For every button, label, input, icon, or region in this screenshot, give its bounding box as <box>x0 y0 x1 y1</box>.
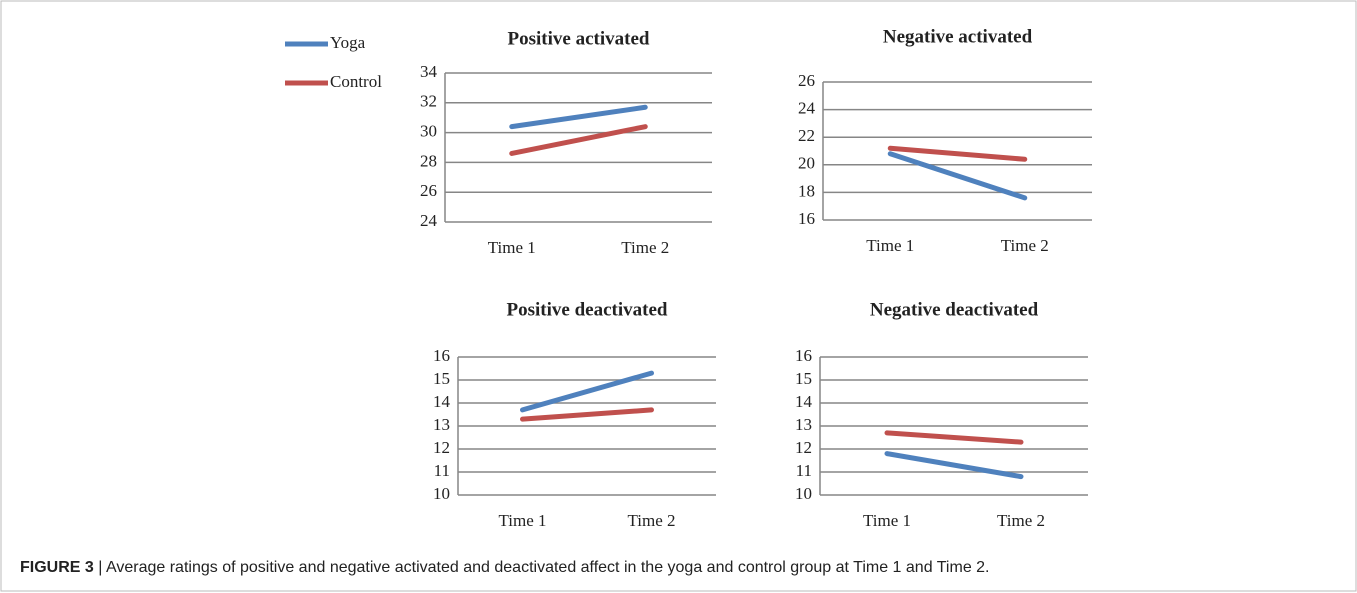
x-tick-label: Time 1 <box>866 236 914 255</box>
y-tick-label: 24 <box>420 211 438 230</box>
y-tick-label: 10 <box>433 484 450 503</box>
y-tick-label: 16 <box>795 346 812 365</box>
legend-label: Control <box>330 72 382 91</box>
chart-title: Positive activated <box>508 28 650 49</box>
series-line <box>887 151 1028 201</box>
legend-label: Yoga <box>330 33 366 52</box>
y-tick-label: 11 <box>796 461 812 480</box>
caption-text: | Average ratings of positive and negati… <box>98 559 989 576</box>
chart-title: Negative deactivated <box>870 299 1039 320</box>
chart-title: Positive deactivated <box>507 299 668 320</box>
caption: FIGURE 3 | Average ratings of positive a… <box>20 559 990 576</box>
y-tick-label: 30 <box>420 122 437 141</box>
x-tick-label: Time 1 <box>863 511 911 530</box>
y-tick-label: 24 <box>798 99 816 118</box>
x-tick-label: Time 2 <box>1001 236 1049 255</box>
y-tick-label: 11 <box>434 461 450 480</box>
y-tick-label: 12 <box>433 438 450 457</box>
y-tick-label: 12 <box>795 438 812 457</box>
series-line <box>520 370 654 413</box>
y-tick-label: 28 <box>420 151 437 170</box>
y-tick-label: 13 <box>795 415 812 434</box>
series-line <box>509 124 648 156</box>
y-tick-label: 22 <box>798 126 815 145</box>
y-tick-label: 32 <box>420 92 437 111</box>
y-tick-label: 15 <box>795 369 812 388</box>
series-line <box>887 145 1028 162</box>
y-tick-label: 20 <box>798 154 815 173</box>
chart-title: Negative activated <box>883 26 1033 47</box>
y-tick-label: 14 <box>795 392 813 411</box>
y-tick-label: 15 <box>433 369 450 388</box>
caption-label: FIGURE 3 <box>20 559 94 576</box>
x-tick-label: Time 1 <box>498 511 546 530</box>
y-tick-label: 16 <box>798 209 815 228</box>
y-tick-label: 26 <box>420 181 437 200</box>
y-tick-label: 14 <box>433 392 451 411</box>
series-line <box>884 430 1024 445</box>
series-line <box>509 104 648 130</box>
series-line <box>520 407 654 422</box>
x-tick-label: Time 2 <box>621 238 669 257</box>
y-tick-label: 26 <box>798 71 815 90</box>
x-tick-label: Time 2 <box>627 511 675 530</box>
x-tick-label: Time 1 <box>488 238 536 257</box>
y-tick-label: 10 <box>795 484 812 503</box>
x-tick-label: Time 2 <box>997 511 1045 530</box>
y-tick-label: 16 <box>433 346 450 365</box>
y-tick-label: 13 <box>433 415 450 434</box>
y-tick-label: 18 <box>798 181 815 200</box>
series-line <box>884 451 1024 480</box>
y-tick-label: 34 <box>420 62 438 81</box>
